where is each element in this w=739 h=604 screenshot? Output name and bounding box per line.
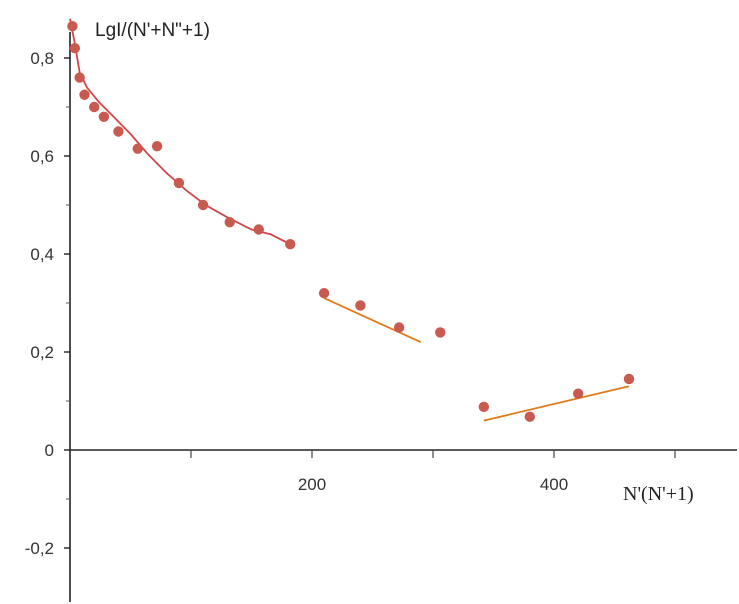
data-point	[69, 43, 81, 54]
fit-line	[69, 18, 291, 246]
data-point	[355, 300, 366, 311]
data-point	[67, 20, 78, 32]
axes	[69, 32, 737, 602]
y-tick-label: 0,4	[30, 245, 54, 264]
data-point	[435, 327, 446, 338]
y-tick-label: 0,6	[30, 147, 54, 166]
data-point	[524, 411, 535, 422]
y-tick-label: -0,2	[25, 539, 54, 558]
data-point	[79, 89, 90, 100]
data-points	[67, 20, 635, 422]
data-point	[224, 216, 235, 228]
ticks: 0,8 0,6 0,4 0,2 0 -0,2 200 400	[25, 49, 676, 558]
x-axis-title: N'(N'+1)	[623, 483, 694, 505]
data-point	[623, 373, 635, 385]
fit-line	[323, 297, 422, 344]
data-point	[393, 322, 405, 333]
y-tick-label: 0,8	[30, 49, 54, 68]
data-point	[151, 141, 163, 152]
data-point	[132, 143, 143, 154]
x-tick-label: 200	[298, 475, 326, 494]
x-tick-label: 400	[540, 475, 568, 494]
fit-lines	[69, 18, 630, 422]
y-tick-label: 0,2	[30, 343, 54, 362]
data-point	[89, 101, 100, 113]
data-point	[285, 239, 296, 250]
y-axis-title: LgI/(N'+N"+1)	[95, 20, 210, 41]
data-point	[74, 72, 85, 83]
y-tick-label: 0	[45, 441, 54, 460]
data-point	[173, 177, 185, 189]
data-point	[113, 126, 124, 137]
data-point	[98, 111, 110, 123]
data-point	[253, 224, 264, 235]
data-point	[318, 288, 330, 299]
data-point	[573, 388, 584, 399]
fit-line	[483, 385, 630, 422]
data-point	[197, 199, 209, 211]
data-point	[478, 401, 490, 413]
